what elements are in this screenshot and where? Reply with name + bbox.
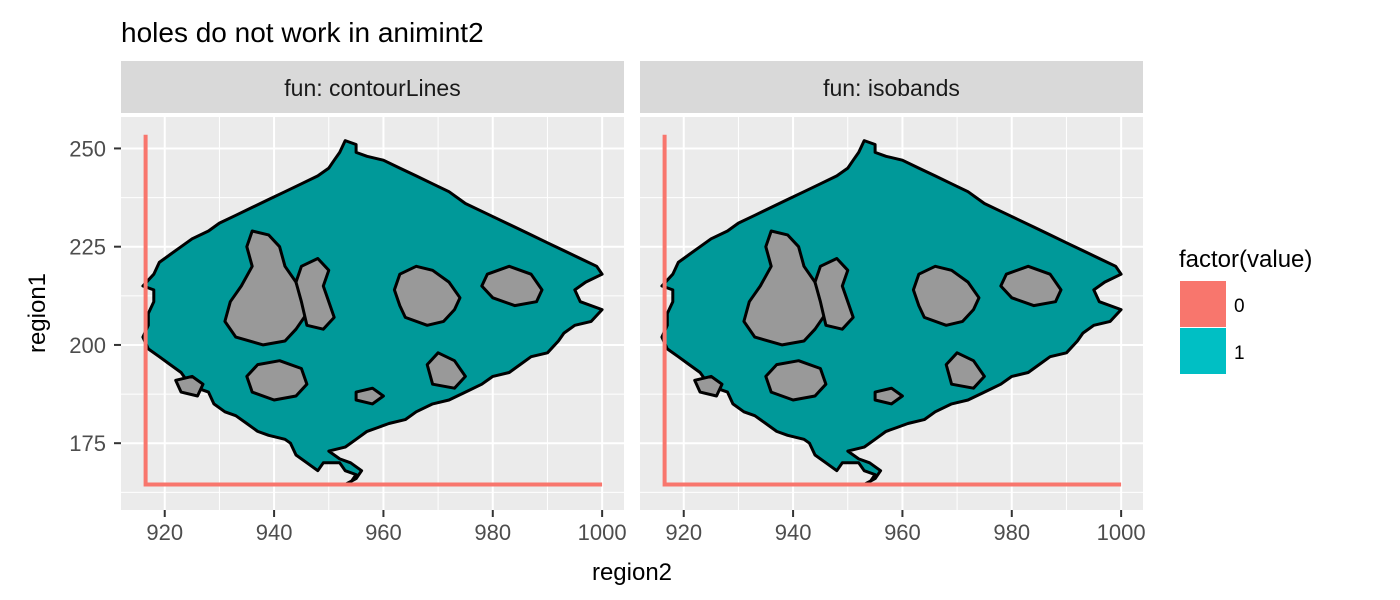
- facet-strip-background: [121, 61, 624, 113]
- panel-data: [660, 134, 1123, 487]
- y-tick-label: 250: [69, 136, 106, 161]
- y-tick-label: 225: [69, 235, 106, 260]
- y-tick-label: 200: [69, 333, 106, 358]
- x-tick-label: 920: [665, 520, 702, 545]
- facet-strip-label: fun: contourLines: [284, 75, 460, 101]
- legend-label-1: 1: [1234, 343, 1245, 364]
- contour-hole: [944, 351, 986, 390]
- legend-key-1: [1180, 328, 1226, 374]
- contour-hole: [392, 264, 462, 327]
- contour-hole: [223, 229, 309, 347]
- contour-region-1: [141, 139, 604, 486]
- contour-hole: [813, 257, 855, 331]
- contour-hole: [425, 351, 467, 390]
- panel-data: [141, 134, 604, 487]
- contour-hole: [294, 257, 336, 331]
- x-tick-label: 1000: [1097, 520, 1146, 545]
- x-tick-label: 920: [146, 520, 183, 545]
- x-tick-label: 960: [365, 520, 402, 545]
- facet-panel-contourlines: fun: contourLines: [121, 61, 624, 510]
- contour-hole: [764, 359, 828, 402]
- y-axis: 175 200 225 250: [69, 136, 121, 456]
- contour-hole: [873, 386, 904, 406]
- x-tick-label: 980: [474, 520, 511, 545]
- y-tick-label: 175: [69, 431, 106, 456]
- y-axis-label: region1: [24, 273, 51, 353]
- x-tick-label: 1000: [578, 520, 627, 545]
- legend-title: factor(value): [1179, 246, 1312, 273]
- x-tick-label: 940: [256, 520, 293, 545]
- facet-panel-isobands: fun: isobands: [640, 61, 1143, 510]
- contour-hole: [911, 264, 981, 327]
- x-axis-label: region2: [592, 559, 672, 586]
- contour-hole: [480, 264, 544, 308]
- contour-hole: [693, 374, 724, 398]
- contour-hole: [999, 264, 1063, 308]
- contour-hole: [354, 386, 385, 406]
- contour-hole: [742, 229, 828, 347]
- facet-strip-label: fun: isobands: [823, 75, 960, 101]
- legend: factor(value) 0 1: [1179, 246, 1312, 374]
- contour-hole: [245, 359, 309, 402]
- legend-key-0: [1180, 281, 1226, 327]
- legend-label-0: 0: [1234, 296, 1245, 317]
- x-axis: 920 940 960 980 1000 920 940 960 980 1000: [146, 510, 1146, 545]
- facet-strip-background: [640, 61, 1143, 113]
- chart-title: holes do not work in animint2: [121, 17, 484, 48]
- contour-region-1: [660, 139, 1123, 486]
- contour-hole: [174, 374, 205, 398]
- x-tick-label: 980: [993, 520, 1030, 545]
- x-tick-label: 940: [775, 520, 812, 545]
- x-tick-label: 960: [884, 520, 921, 545]
